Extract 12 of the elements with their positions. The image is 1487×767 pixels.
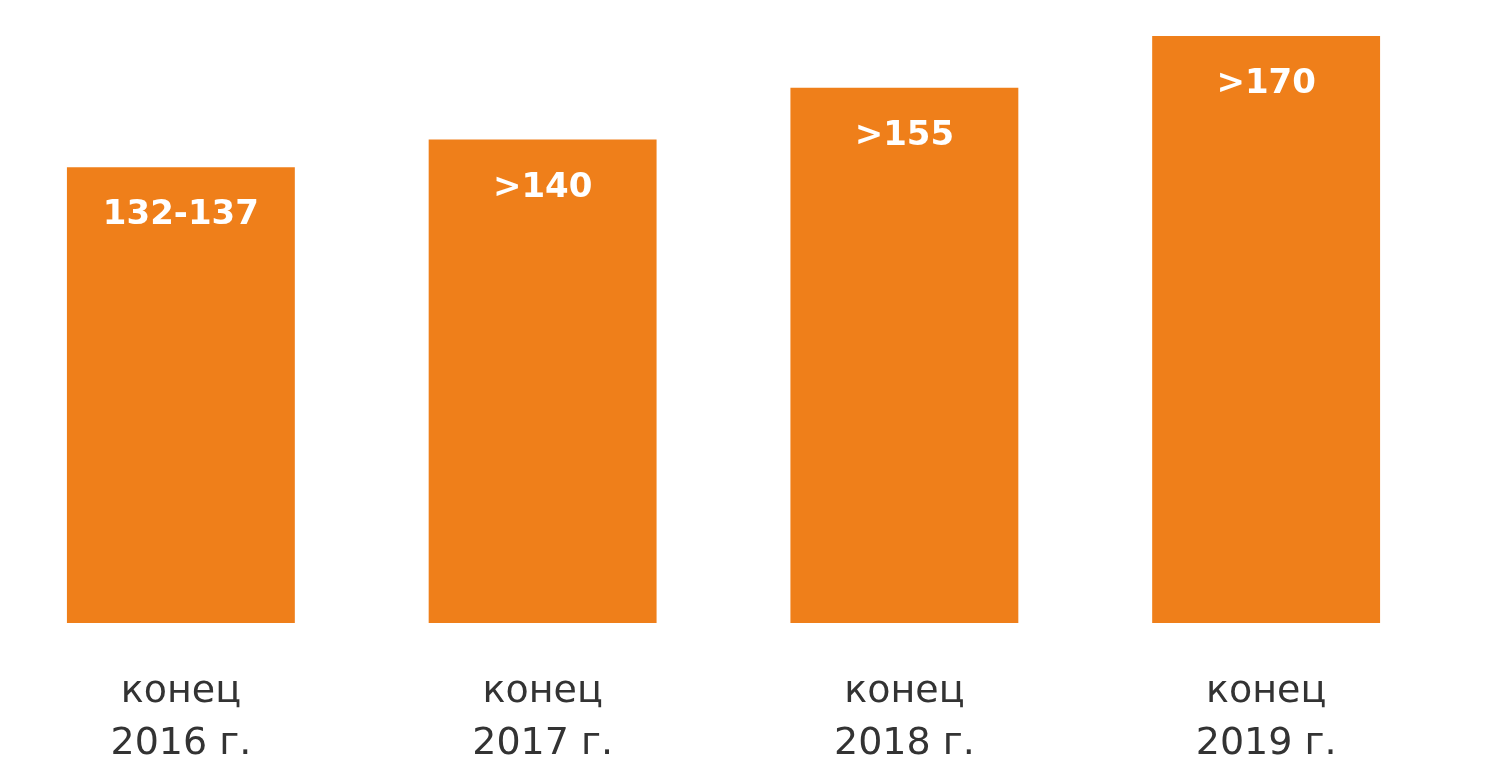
bar	[428, 139, 657, 623]
x-tick-label: конец 2018 г.	[833, 667, 975, 763]
bar	[790, 87, 1019, 623]
data-label: >170	[1216, 61, 1316, 101]
data-label: >140	[492, 164, 593, 205]
x-tick-label: конец 2019 г.	[1195, 667, 1337, 763]
x-tick-label: конец 2017 г.	[472, 667, 614, 763]
bar	[1152, 36, 1381, 623]
x-tick-label: конец 2016 г.	[110, 667, 252, 763]
data-label: >155	[854, 112, 955, 153]
bar	[66, 167, 295, 623]
data-label: 132-137	[102, 192, 259, 233]
